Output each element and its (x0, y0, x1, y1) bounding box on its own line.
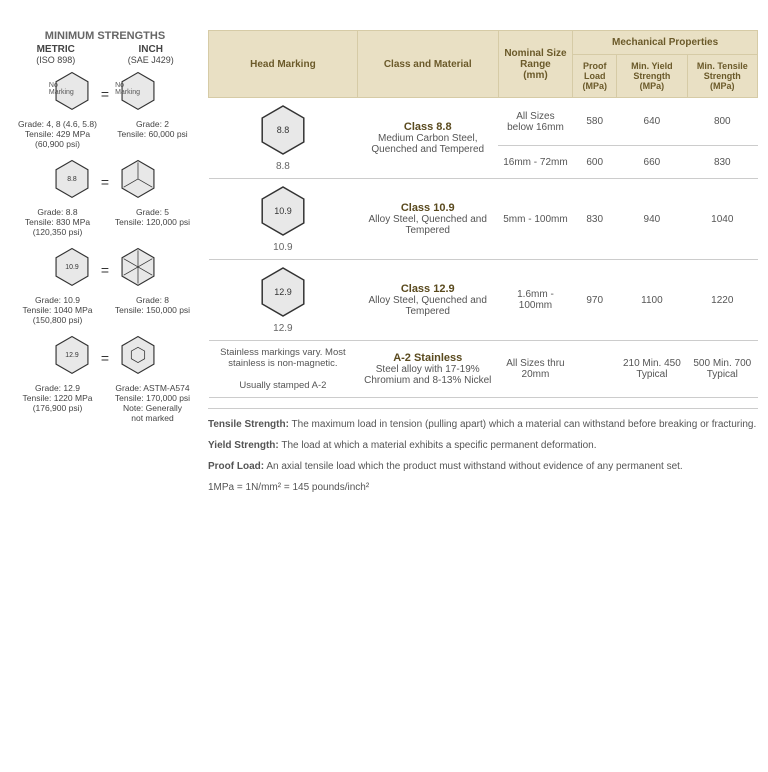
proof-cell: 970 (573, 260, 617, 341)
strength-table: Head Marking Class and Material Nominal … (208, 30, 758, 398)
svg-text:12.9: 12.9 (274, 287, 292, 297)
compare-row: 8.8 = (10, 159, 200, 205)
compare-info: Grade: 10.9Tensile: 1040 MPa(150,800 psi… (10, 295, 200, 325)
class-cell: Class 12.9Alloy Steel, Quenched and Temp… (357, 260, 498, 341)
metric-header: METRIC(ISO 898) (36, 44, 75, 65)
compare-info: Grade: 12.9Tensile: 1220 MPa(176,900 psi… (10, 383, 200, 423)
svg-text:8.8: 8.8 (277, 125, 290, 135)
proof-cell (573, 341, 617, 398)
table-row: 12.912.9Class 12.9Alloy Steel, Quenched … (209, 260, 758, 341)
yield-cell: 660 (617, 146, 687, 179)
hexagon-icon: NoMarking (115, 71, 161, 117)
svg-text:10.9: 10.9 (274, 206, 292, 216)
left-title: MINIMUM STRENGTHS (10, 30, 200, 42)
size-cell: 5mm - 100mm (498, 179, 573, 260)
compare-row: NoMarking = NoMarking (10, 71, 200, 117)
left-panel: MINIMUM STRENGTHS METRIC(ISO 898) INCH(S… (10, 30, 200, 501)
svg-text:12.9: 12.9 (65, 352, 79, 359)
head-marking-cell: 12.912.9 (209, 260, 358, 341)
compare-row: 10.9 = (10, 247, 200, 293)
proof-cell: 830 (573, 179, 617, 260)
hexagon-icon (115, 247, 161, 293)
equals-sign: = (101, 86, 109, 102)
equals-sign: = (101, 262, 109, 278)
th-head-marking: Head Marking (209, 31, 358, 98)
marking-text: Stainless markings vary. Most stainless … (209, 341, 358, 398)
th-yield: Min. Yield Strength(MPa) (617, 55, 687, 98)
compare-row: 12.9 = (10, 335, 200, 381)
hexagon-icon: 12.9 (49, 335, 95, 381)
tensile-cell: 500 Min. 700 Typical (687, 341, 757, 398)
th-tensile: Min. Tensile Strength(MPa) (687, 55, 757, 98)
class-cell: Class 10.9Alloy Steel, Quenched and Temp… (357, 179, 498, 260)
right-panel: Head Marking Class and Material Nominal … (208, 30, 758, 501)
hexagon-icon: NoMarking (49, 71, 95, 117)
proof-cell: 600 (573, 146, 617, 179)
svg-text:8.8: 8.8 (67, 176, 77, 183)
tensile-cell: 1040 (687, 179, 757, 260)
hexagon-icon (115, 335, 161, 381)
head-marking-cell: 10.910.9 (209, 179, 358, 260)
inch-header: INCH(SAE J429) (128, 44, 174, 65)
hexagon-icon: 8.8 (49, 159, 95, 205)
yield-cell: 1100 (617, 260, 687, 341)
size-cell: All Sizes below 16mm (498, 98, 573, 146)
equals-sign: = (101, 350, 109, 366)
equals-sign: = (101, 174, 109, 190)
class-cell: A-2 StainlessSteel alloy with 17-19% Chr… (357, 341, 498, 398)
table-row: 10.910.9Class 10.9Alloy Steel, Quenched … (209, 179, 758, 260)
compare-info: Grade: 4, 8 (4.6, 5.8)Tensile: 429 MPa(6… (10, 119, 200, 149)
proof-cell: 580 (573, 98, 617, 146)
table-row: Stainless markings vary. Most stainless … (209, 341, 758, 398)
size-cell: 1.6mm - 100mm (498, 260, 573, 341)
head-marking-cell: 8.88.8 (209, 98, 358, 179)
size-cell: 16mm - 72mm (498, 146, 573, 179)
yield-cell: 210 Min. 450 Typical (617, 341, 687, 398)
th-mech: Mechanical Properties (573, 31, 758, 55)
tensile-cell: 800 (687, 98, 757, 146)
table-row: 8.88.8Class 8.8Medium Carbon Steel, Quen… (209, 98, 758, 146)
svg-text:10.9: 10.9 (65, 264, 79, 271)
class-cell: Class 8.8Medium Carbon Steel, Quenched a… (357, 98, 498, 179)
size-cell: All Sizes thru 20mm (498, 341, 573, 398)
hexagon-icon: 10.9 (49, 247, 95, 293)
tensile-cell: 1220 (687, 260, 757, 341)
tensile-cell: 830 (687, 146, 757, 179)
yield-cell: 940 (617, 179, 687, 260)
page: MINIMUM STRENGTHS METRIC(ISO 898) INCH(S… (10, 30, 758, 501)
th-proof: Proof Load(MPa) (573, 55, 617, 98)
th-nominal: Nominal Size Range(mm) (498, 31, 573, 98)
hexagon-icon (115, 159, 161, 205)
yield-cell: 640 (617, 98, 687, 146)
definitions: Tensile Strength: The maximum load in te… (208, 408, 758, 495)
compare-info: Grade: 8.8Tensile: 830 MPa(120,350 psi) … (10, 207, 200, 237)
th-class: Class and Material (357, 31, 498, 98)
